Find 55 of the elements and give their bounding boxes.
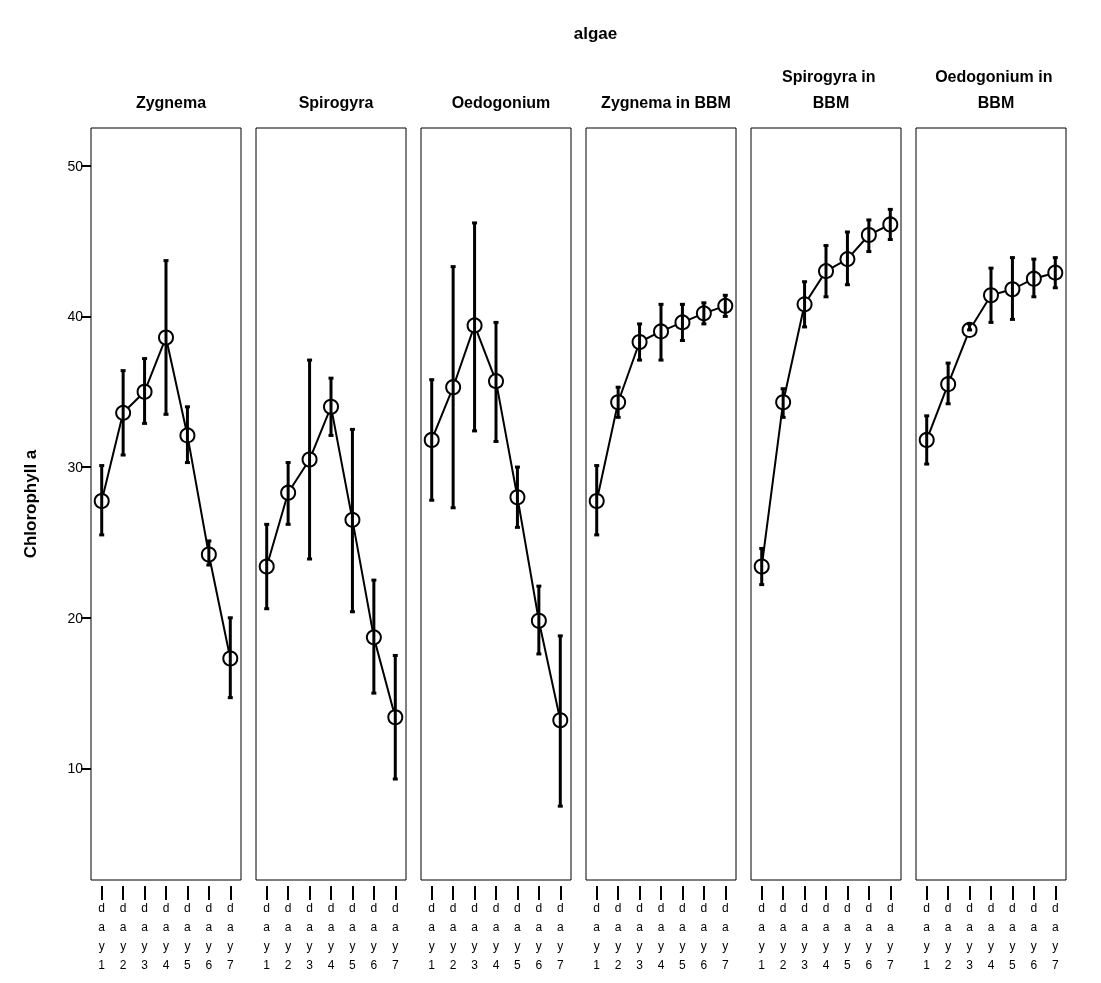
x-tick-label: day 1 [428,900,436,972]
x-tick-label: day 5 [679,900,687,972]
chart-title: Oedogonium in BBM [935,67,1057,111]
x-tick-label: day 7 [721,900,729,972]
x-tick-label: day 3 [801,900,809,972]
x-tick-label: day 6 [205,900,213,972]
chart-title: Zygnema [135,93,207,111]
y-tick-label: 10 [67,760,84,777]
x-tick-label: day 7 [391,900,399,972]
x-tick-label: day 5 [1009,900,1017,972]
x-tick-label: day 6 [370,900,378,972]
x-tick-label: day 2 [119,900,127,972]
chart-title: Spirogyra in BBM [782,67,880,111]
x-tick-label: day 1 [923,900,931,972]
x-tick-label: day 6 [700,900,708,972]
x-tick-label: day 7 [886,900,894,972]
text: algae [573,24,618,44]
y-tick-label: 50 [67,157,84,174]
x-tick-label: day 7 [226,900,234,972]
chart-title: Oedogonium [451,93,551,111]
x-tick-label: day 6 [865,900,873,972]
x-tick-label: day 3 [471,900,479,972]
x-tick-label: day 2 [944,900,952,972]
chart-title: Zygnema in BBM [601,93,731,111]
x-tick-label: day 2 [449,900,457,972]
y-axis-title: Chlorophyll a [21,449,40,559]
x-tick-label: day 5 [514,900,522,972]
x-tick-label: day 2 [284,900,292,972]
x-tick-label: day 3 [306,900,314,972]
x-tick-label: day 1 [263,900,271,972]
x-tick-label: day 4 [657,900,665,972]
y-tick-label: 20 [67,609,84,626]
x-tick-label: day 3 [636,900,644,972]
chart-title: Spirogyra [298,93,374,111]
x-tick-label: day 3 [966,900,974,972]
x-tick-label: day 4 [162,900,170,972]
x-tick-label: day 4 [987,900,995,972]
x-tick-label: day 1 [98,900,106,972]
x-tick-label: day 1 [758,900,766,972]
x-tick-label: day 7 [1051,900,1059,972]
x-tick-label: day 2 [779,900,787,972]
x-tick-label: day 4 [327,900,335,972]
x-tick-label: day 6 [1030,900,1038,972]
x-tick-label: day 5 [349,900,357,972]
x-tick-label: day 6 [535,900,543,972]
x-tick-label: day 5 [184,900,192,972]
x-tick-label: day 7 [556,900,564,972]
x-tick-label: day 5 [844,900,852,972]
x-tick-label: day 3 [141,900,149,972]
x-tick-label: day 2 [614,900,622,972]
y-tick-label: 30 [67,459,84,476]
y-tick-label: 40 [67,308,84,325]
x-tick-label: day 4 [822,900,830,972]
x-tick-label: day 1 [593,900,601,972]
x-tick-label: day 4 [492,900,500,972]
